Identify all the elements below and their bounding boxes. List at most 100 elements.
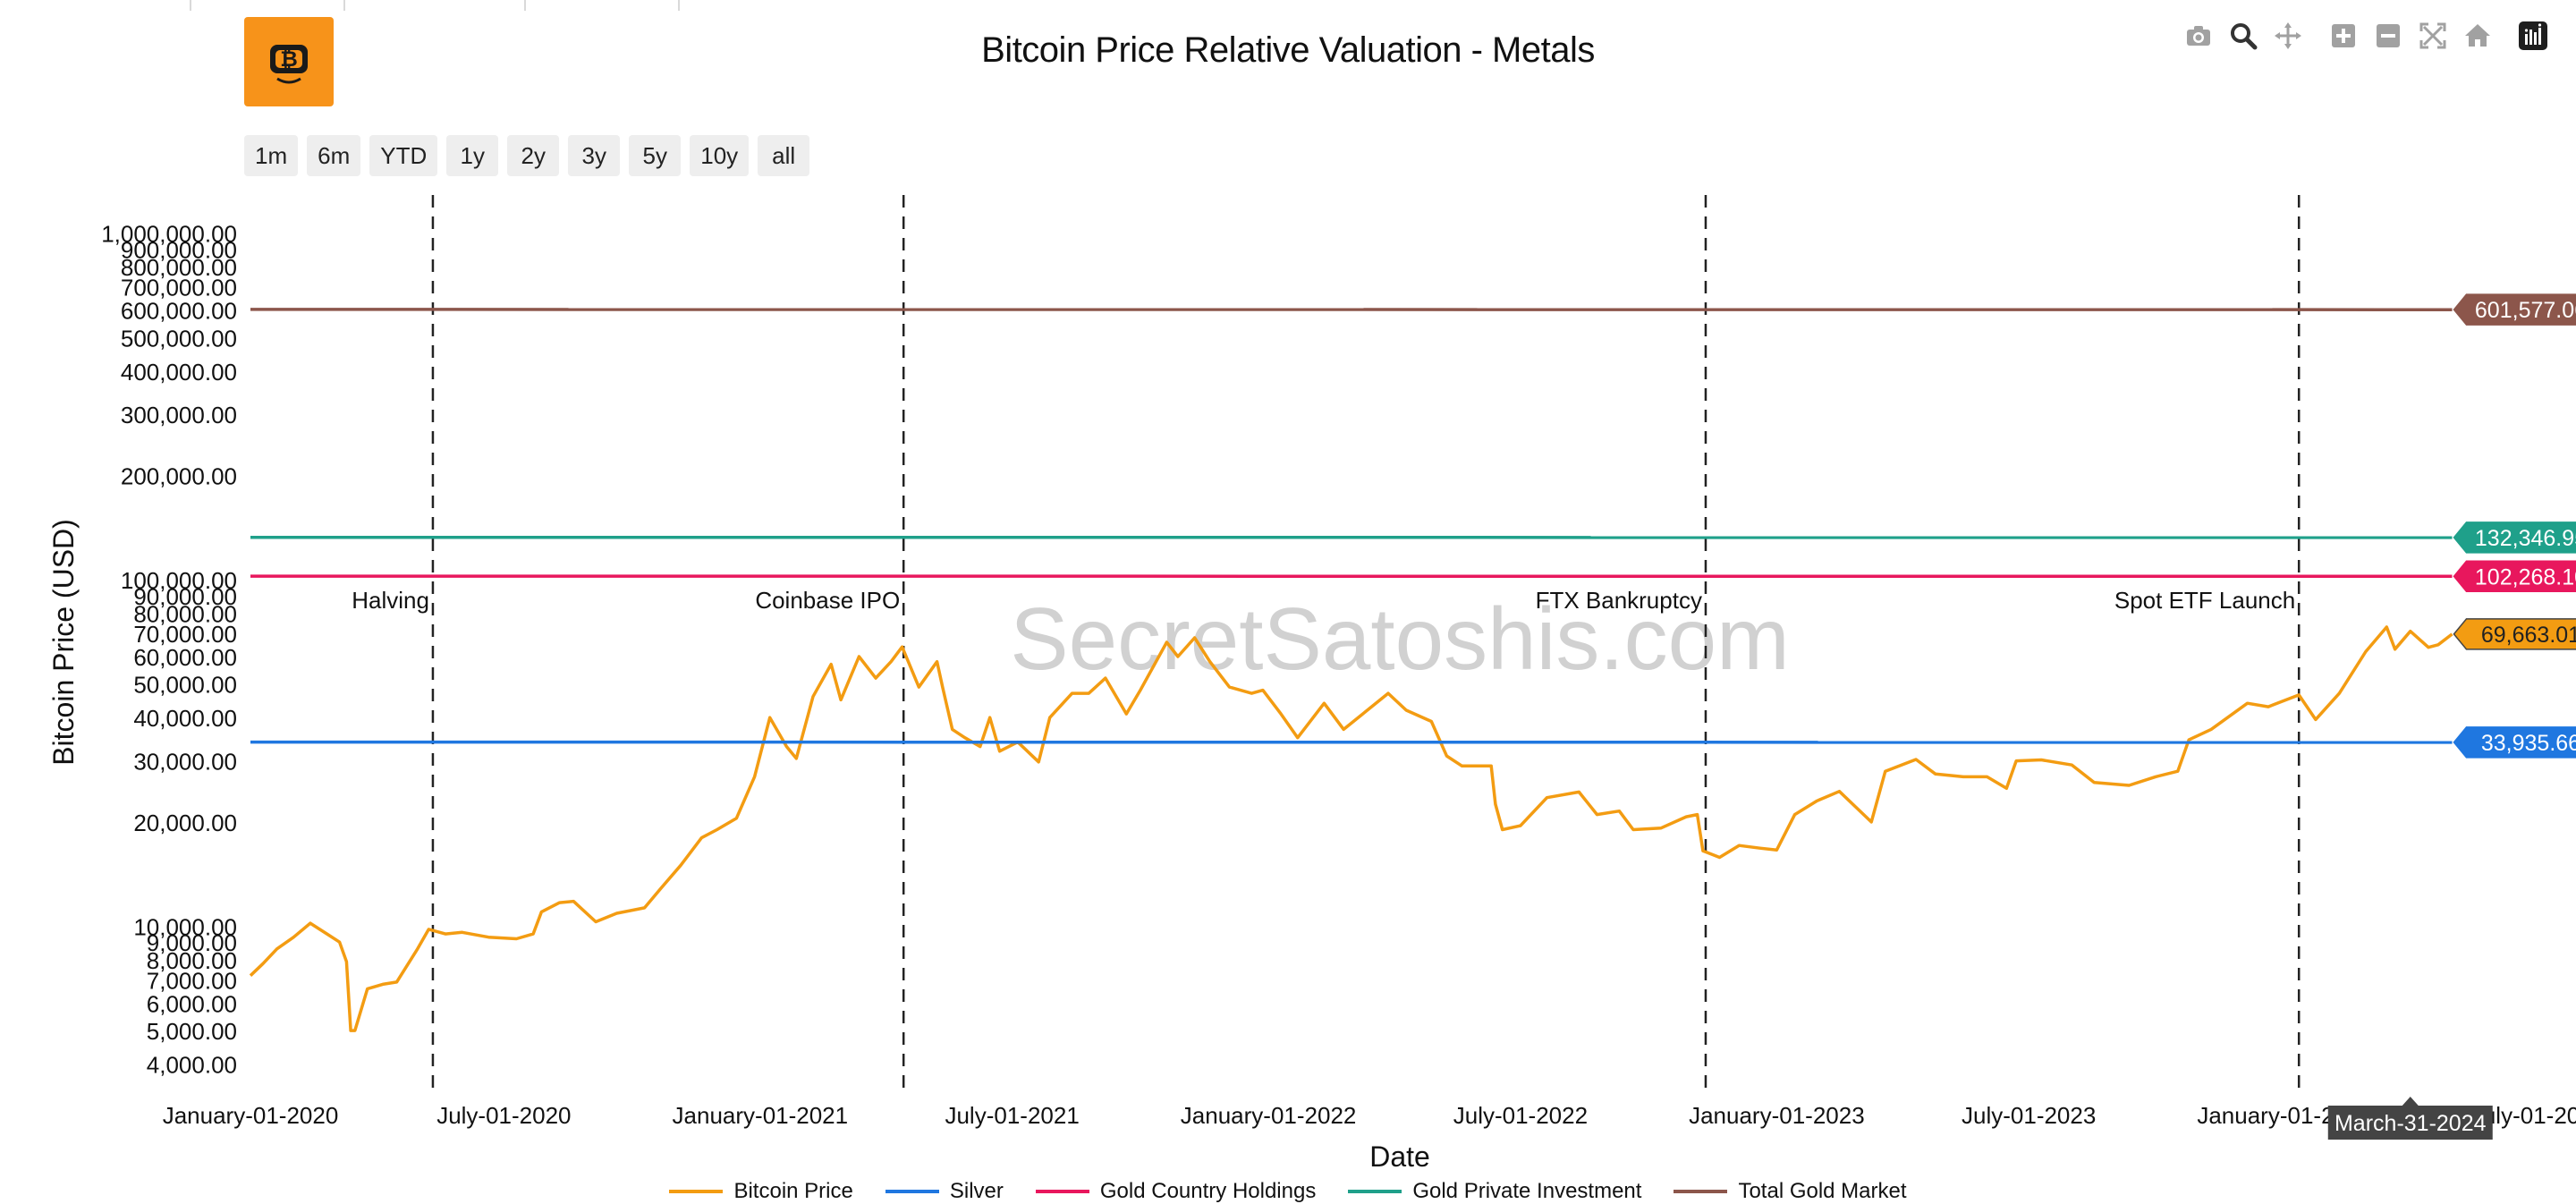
legend-item[interactable]: Gold Country Holdings <box>1035 1179 1317 1204</box>
y-tick-label: 100,000.00 <box>121 567 237 594</box>
y-tick-label: 400,000.00 <box>121 359 237 386</box>
range-button-3y[interactable]: 3y <box>568 135 621 176</box>
tab-divider <box>191 0 345 11</box>
event-markers: Halving Coinbase IPO FTX Bankruptcy Spot ET… <box>352 195 2301 1093</box>
legend-item[interactable]: Gold Private Investment <box>1348 1179 1641 1204</box>
y-tick-label: 1,000,000.00 <box>101 221 237 248</box>
legend-item[interactable]: Bitcoin Price <box>669 1179 853 1204</box>
watermark-text: SecretSatoshis.com <box>1010 589 1789 688</box>
tab-divider <box>0 0 191 11</box>
y-tick-label: 30,000.00 <box>133 749 237 776</box>
last-value-labels: 69,663.01 33,935.66 102,268.10 132,346.95 60… <box>2453 293 2576 759</box>
y-tick-label: 70,000.00 <box>133 621 237 648</box>
hover-label-text: March-31-2024 <box>2334 1111 2487 1136</box>
zoom-icon[interactable] <box>2227 20 2259 52</box>
range-button-1y[interactable]: 1y <box>446 135 499 176</box>
value-label-box <box>2453 618 2576 650</box>
legend-label: Gold Country Holdings <box>1099 1179 1317 1203</box>
range-button-ytd[interactable]: YTD <box>369 135 438 176</box>
y-tick-label: 900,000.00 <box>121 236 237 263</box>
hover-label-box <box>2327 1097 2493 1140</box>
event-label: Coinbase IPO <box>755 587 900 614</box>
x-tick-label: January-01-2022 <box>1181 1102 1357 1129</box>
y-tick-label: 10,000.00 <box>133 913 237 940</box>
y-tick-label: 50,000.00 <box>133 672 237 699</box>
y-tick-label: 700,000.00 <box>121 275 237 301</box>
y-tick-label: 200,000.00 <box>121 462 237 489</box>
tab-divider <box>345 0 526 11</box>
y-tick-label: 40,000.00 <box>133 705 237 732</box>
legend-swatch <box>1035 1190 1089 1193</box>
event-label: Spot ETF Launch <box>2114 587 2295 614</box>
y-tick-label: 9,000.00 <box>147 929 237 956</box>
pan-icon[interactable] <box>2272 20 2304 52</box>
event-label: Halving <box>352 587 429 614</box>
y-tick-label: 500,000.00 <box>121 325 237 352</box>
secretsatoshis-logo: ₿ <box>244 17 334 106</box>
y-tick-label: 7,000.00 <box>147 967 237 994</box>
y-tick-label: 20,000.00 <box>133 810 237 836</box>
chart-legend: Bitcoin Price Silver Gold Country Holdings… <box>0 1179 2576 1204</box>
tab-divider <box>526 0 680 11</box>
y-axis: 4,000.00 5,000.006,000.007,000.008,000.00… <box>101 221 237 1079</box>
x-axis-title: Date <box>1369 1140 1430 1173</box>
x-tick-label: January-01-2023 <box>1689 1102 1865 1129</box>
value-label-box <box>2453 726 2576 759</box>
range-button-all[interactable]: all <box>758 135 810 176</box>
y-tick-label: 5,000.00 <box>147 1018 237 1045</box>
x-tick-label: July-01-2022 <box>1453 1102 1588 1129</box>
x-tick-label: July-01-2020 <box>436 1102 571 1129</box>
browser-tab-strip <box>0 0 698 13</box>
value-label-box <box>2453 293 2576 326</box>
y-tick-label: 4,000.00 <box>147 1052 237 1079</box>
autoscale-icon[interactable] <box>2417 20 2449 52</box>
y-tick-label: 600,000.00 <box>121 298 237 325</box>
legend-swatch <box>885 1190 939 1193</box>
camera-icon[interactable] <box>2182 20 2215 52</box>
hover-date-label: March-31-2024 <box>2327 1097 2493 1140</box>
svg-text:₿: ₿ <box>280 47 298 72</box>
plotly-logo-icon[interactable] <box>2517 20 2549 52</box>
series-line-bitcoin-price <box>249 625 2453 1032</box>
legend-item[interactable]: Total Gold Market <box>1674 1179 1907 1204</box>
value-label-box <box>2453 560 2576 593</box>
legend-swatch <box>1674 1190 1728 1193</box>
series-lines <box>249 308 2453 1032</box>
legend-item[interactable]: Silver <box>885 1179 1004 1204</box>
legend-label: Silver <box>949 1179 1004 1203</box>
y-tick-label: 80,000.00 <box>133 601 237 628</box>
y-axis-title: Bitcoin Price (USD) <box>47 519 80 766</box>
chart-modebar <box>2182 20 2549 52</box>
bitcoin-logo-icon: ₿ <box>270 45 308 84</box>
x-tick-label: January-01-2020 <box>163 1102 339 1129</box>
x-tick-label: July-01-2023 <box>1962 1102 2096 1129</box>
range-selector: 1m 6m YTD 1y 2y 3y 5y 10y all <box>244 135 810 176</box>
legend-swatch <box>669 1190 724 1193</box>
range-button-6m[interactable]: 6m <box>307 135 361 176</box>
zoom-in-icon[interactable] <box>2327 20 2360 52</box>
x-axis: January-01-2020 July-01-2020 January-01-20… <box>163 1102 2576 1129</box>
y-tick-label: 800,000.00 <box>121 254 237 281</box>
zoom-out-icon[interactable] <box>2372 20 2404 52</box>
event-label: FTX Bankruptcy <box>1536 587 1702 614</box>
range-button-1m[interactable]: 1m <box>244 135 299 176</box>
legend-label: Total Gold Market <box>1738 1179 1907 1203</box>
legend-label: Bitcoin Price <box>733 1179 853 1203</box>
range-button-10y[interactable]: 10y <box>690 135 750 176</box>
y-tick-label: 60,000.00 <box>133 644 237 671</box>
chart-title: Bitcoin Price Relative Valuation - Metal… <box>981 30 1595 70</box>
y-tick-label: 8,000.00 <box>147 947 237 974</box>
range-button-2y[interactable]: 2y <box>507 135 560 176</box>
y-tick-label: 300,000.00 <box>121 402 237 428</box>
value-label-text: 102,268.10 <box>2475 564 2576 589</box>
legend-label: Gold Private Investment <box>1412 1179 1642 1203</box>
value-label-text: 601,577.06 <box>2475 298 2576 323</box>
value-label-text: 132,346.95 <box>2475 526 2576 551</box>
x-tick-label: July-01-2021 <box>945 1102 1079 1129</box>
range-button-5y[interactable]: 5y <box>629 135 682 176</box>
y-tick-label: 6,000.00 <box>147 990 237 1017</box>
home-icon[interactable] <box>2462 20 2494 52</box>
x-tick-label: January-01-2021 <box>673 1102 849 1129</box>
value-label-text: 33,935.66 <box>2481 731 2576 756</box>
